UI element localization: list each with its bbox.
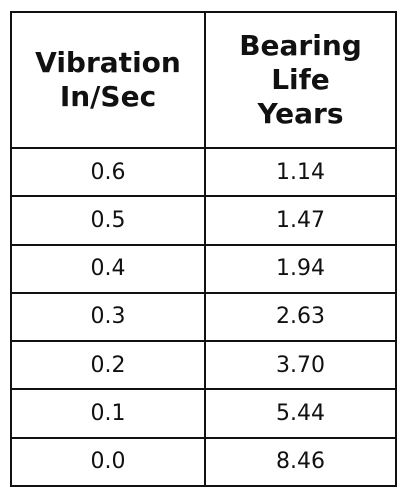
- bearing-life-cell: 5.44: [204, 388, 397, 439]
- vibration-bearing-life-table: Vibration In/Sec Bearing Life Years 0.6 …: [10, 11, 397, 488]
- vibration-cell: 0.5: [10, 195, 206, 246]
- table-row: 0.3 2.63: [10, 291, 397, 343]
- table-header-row: Vibration In/Sec Bearing Life Years: [10, 11, 397, 149]
- table-row: 0.4 1.94: [10, 243, 397, 294]
- header-vibration: Vibration In/Sec: [10, 11, 206, 149]
- header-bearing-life-line-1: Bearing: [239, 29, 362, 62]
- bearing-life-cell: 8.46: [204, 436, 397, 488]
- table-row: 0.0 8.46: [10, 436, 397, 488]
- bearing-life-cell: 1.94: [204, 243, 397, 294]
- header-bearing-life: Bearing Life Years: [204, 11, 397, 149]
- vibration-bearing-life-table-container: Vibration In/Sec Bearing Life Years 0.6 …: [10, 11, 397, 488]
- bearing-life-cell: 3.70: [204, 340, 397, 391]
- vibration-cell: 0.2: [10, 340, 206, 391]
- table-row: 0.5 1.47: [10, 195, 397, 246]
- header-bearing-life-line-3: Years: [257, 97, 344, 130]
- vibration-cell: 0.6: [10, 146, 206, 198]
- table-row: 0.1 5.44: [10, 388, 397, 439]
- header-bearing-life-line-2: Life: [271, 63, 330, 96]
- vibration-cell: 0.3: [10, 291, 206, 343]
- vibration-cell: 0.1: [10, 388, 206, 439]
- header-vibration-line-2: In/Sec: [59, 80, 157, 113]
- bearing-life-cell: 2.63: [204, 291, 397, 343]
- vibration-cell: 0.4: [10, 243, 206, 294]
- bearing-life-cell: 1.14: [204, 146, 397, 198]
- header-vibration-line-1: Vibration: [35, 46, 181, 79]
- bearing-life-cell: 1.47: [204, 195, 397, 246]
- table-row: 0.2 3.70: [10, 340, 397, 391]
- table-row: 0.6 1.14: [10, 146, 397, 198]
- vibration-cell: 0.0: [10, 436, 206, 488]
